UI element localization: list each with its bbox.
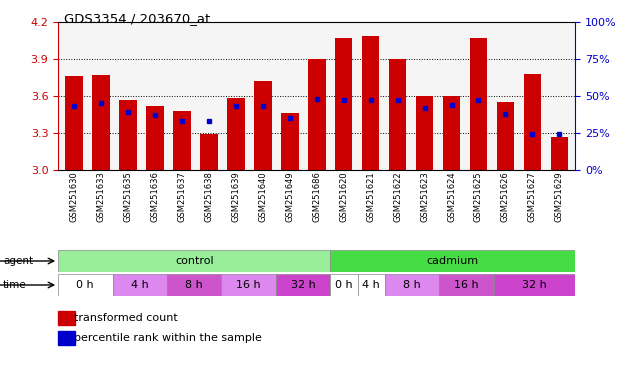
Bar [469, 38, 487, 170]
Bar [443, 96, 460, 170]
Bar [174, 111, 191, 170]
Bar [335, 38, 353, 170]
Bar [524, 74, 541, 170]
Text: 8 h: 8 h [186, 280, 203, 290]
Text: 4 h: 4 h [131, 280, 149, 290]
Bar [58, 274, 112, 296]
Bar [281, 113, 298, 170]
Text: agent: agent [3, 256, 33, 266]
Text: 8 h: 8 h [403, 280, 421, 290]
Text: 4 h: 4 h [362, 280, 380, 290]
Text: 32 h: 32 h [522, 280, 547, 290]
Bar [92, 75, 110, 170]
Text: GDS3354 / 203670_at: GDS3354 / 203670_at [64, 12, 211, 25]
Bar [254, 81, 271, 170]
Text: 0 h: 0 h [335, 280, 353, 290]
Bar [167, 274, 221, 296]
Bar [439, 274, 494, 296]
Text: control: control [175, 256, 213, 266]
Text: transformed count: transformed count [74, 313, 177, 323]
Bar [112, 274, 167, 296]
Text: cadmium: cadmium [427, 256, 479, 266]
Bar [331, 274, 358, 296]
Bar [227, 98, 245, 170]
Bar [146, 106, 164, 170]
Bar [497, 102, 514, 170]
Bar [389, 59, 406, 170]
Bar [550, 137, 568, 170]
Bar [331, 250, 575, 272]
Text: percentile rank within the sample: percentile rank within the sample [74, 333, 261, 343]
Bar [494, 274, 575, 296]
Text: 16 h: 16 h [454, 280, 479, 290]
Bar [416, 96, 433, 170]
Bar [358, 274, 385, 296]
Bar [119, 100, 137, 170]
Bar [308, 59, 326, 170]
Text: 16 h: 16 h [237, 280, 261, 290]
Text: 0 h: 0 h [76, 280, 94, 290]
Bar [221, 274, 276, 296]
Bar [58, 250, 331, 272]
Text: 32 h: 32 h [291, 280, 316, 290]
Bar [200, 134, 218, 170]
Bar [385, 274, 439, 296]
Bar [66, 76, 83, 170]
Bar [58, 311, 74, 325]
Bar [58, 331, 74, 345]
Text: time: time [3, 280, 27, 290]
Bar [276, 274, 331, 296]
Bar [362, 36, 379, 170]
